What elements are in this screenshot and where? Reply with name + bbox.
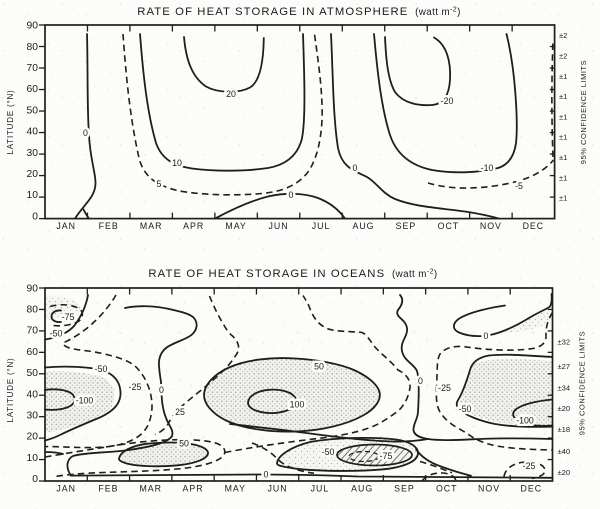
svg-text:±1: ±1 xyxy=(559,92,567,101)
svg-text:SEP: SEP xyxy=(394,484,415,494)
svg-text:SEP: SEP xyxy=(396,221,417,231)
svg-text:-10: -10 xyxy=(481,163,494,173)
svg-text:0: 0 xyxy=(264,470,269,480)
svg-text:-25: -25 xyxy=(523,461,536,471)
svg-text:60: 60 xyxy=(27,347,39,358)
svg-text:20: 20 xyxy=(27,432,39,443)
svg-text:0: 0 xyxy=(32,474,38,485)
svg-text:APR: APR xyxy=(182,484,203,494)
svg-text:MAR: MAR xyxy=(140,221,163,231)
svg-text:AUG: AUG xyxy=(352,221,374,231)
svg-text:±32: ±32 xyxy=(558,338,571,347)
svg-text:RATE OF HEAT STORAGE IN OCEANS: RATE OF HEAT STORAGE IN OCEANS (watt m-2… xyxy=(148,268,437,280)
svg-text:80: 80 xyxy=(27,305,39,316)
svg-text:MAR: MAR xyxy=(139,484,162,494)
svg-text:RATE OF HEAT STORAGE IN ATMOSP: RATE OF HEAT STORAGE IN ATMOSPHERE (watt… xyxy=(137,6,461,18)
svg-text:JAN: JAN xyxy=(56,221,76,231)
svg-text:OCT: OCT xyxy=(438,221,460,231)
svg-text:-20: -20 xyxy=(441,96,454,106)
svg-text:70: 70 xyxy=(27,326,39,337)
svg-text:±2: ±2 xyxy=(559,31,567,40)
svg-text:50: 50 xyxy=(27,368,39,379)
svg-text:-75: -75 xyxy=(62,312,75,322)
svg-text:5: 5 xyxy=(157,179,162,189)
svg-text:±18: ±18 xyxy=(558,425,571,434)
svg-text:90: 90 xyxy=(27,283,39,294)
svg-text:30: 30 xyxy=(27,148,39,159)
svg-text:±20: ±20 xyxy=(558,468,571,477)
svg-text:-25: -25 xyxy=(129,382,142,392)
svg-text:50: 50 xyxy=(179,439,189,449)
svg-text:0: 0 xyxy=(484,331,489,341)
svg-text:-50: -50 xyxy=(322,447,335,457)
svg-text:DEC: DEC xyxy=(523,221,545,231)
svg-text:80: 80 xyxy=(27,42,39,53)
svg-text:-25: -25 xyxy=(438,383,451,393)
svg-text:95% CONFIDENCE LIMITS: 95% CONFIDENCE LIMITS xyxy=(578,331,587,435)
svg-text:LATITUDE (°N): LATITUDE (°N) xyxy=(6,89,15,154)
svg-text:50: 50 xyxy=(27,105,39,116)
svg-text:±1: ±1 xyxy=(559,173,567,182)
svg-text:0: 0 xyxy=(32,211,38,222)
svg-text:±20: ±20 xyxy=(558,404,571,413)
svg-text:FEB: FEB xyxy=(99,221,119,231)
svg-text:0: 0 xyxy=(289,190,294,200)
svg-text:90: 90 xyxy=(27,21,39,32)
svg-text:-5: -5 xyxy=(515,181,523,191)
svg-text:-50: -50 xyxy=(95,364,108,374)
svg-text:40: 40 xyxy=(27,389,39,400)
svg-text:0: 0 xyxy=(418,376,423,386)
svg-text:30: 30 xyxy=(27,411,39,422)
svg-text:JAN: JAN xyxy=(56,484,76,494)
svg-text:95% CONFIDENCE LIMITS: 95% CONFIDENCE LIMITS xyxy=(579,60,588,164)
svg-text:MAY: MAY xyxy=(225,484,246,494)
svg-text:10: 10 xyxy=(172,158,182,168)
svg-text:0: 0 xyxy=(83,128,88,138)
svg-text:NOV: NOV xyxy=(480,221,502,231)
svg-text:MAY: MAY xyxy=(225,221,246,231)
svg-text:APR: APR xyxy=(183,221,204,231)
svg-text:OCT: OCT xyxy=(436,484,458,494)
svg-text:±1: ±1 xyxy=(559,72,567,81)
svg-text:70: 70 xyxy=(27,63,39,74)
svg-text:±1: ±1 xyxy=(559,133,567,142)
svg-text:60: 60 xyxy=(27,84,39,95)
svg-text:±1: ±1 xyxy=(559,194,567,203)
svg-text:20: 20 xyxy=(27,169,39,180)
svg-text:100: 100 xyxy=(290,400,305,410)
svg-text:FEB: FEB xyxy=(98,484,118,494)
svg-text:25: 25 xyxy=(175,407,185,417)
svg-text:DEC: DEC xyxy=(521,484,543,494)
svg-text:0: 0 xyxy=(353,163,358,173)
svg-text:NOV: NOV xyxy=(478,484,500,494)
svg-text:50: 50 xyxy=(314,362,324,372)
svg-text:±34: ±34 xyxy=(558,384,571,393)
svg-text:20: 20 xyxy=(226,89,236,99)
svg-text:0: 0 xyxy=(159,385,164,395)
svg-text:-75: -75 xyxy=(380,451,393,461)
svg-text:10: 10 xyxy=(27,190,39,201)
svg-text:-50: -50 xyxy=(459,404,472,414)
svg-text:±2: ±2 xyxy=(559,52,567,61)
svg-text:-50: -50 xyxy=(50,329,63,339)
svg-text:-100: -100 xyxy=(516,416,534,426)
svg-text:±1: ±1 xyxy=(559,153,567,162)
svg-text:40: 40 xyxy=(27,127,39,138)
svg-text:JUN: JUN xyxy=(269,221,289,231)
svg-text:JUL: JUL xyxy=(312,221,331,231)
svg-text:-100: -100 xyxy=(76,396,94,406)
svg-text:±40: ±40 xyxy=(558,447,571,456)
svg-text:±27: ±27 xyxy=(558,362,571,371)
svg-text:AUG: AUG xyxy=(351,484,373,494)
svg-text:JUL: JUL xyxy=(311,484,330,494)
svg-text:JUN: JUN xyxy=(268,484,288,494)
svg-text:±1: ±1 xyxy=(559,112,567,121)
svg-text:LATITUDE (°N): LATITUDE (°N) xyxy=(6,357,15,422)
svg-text:10: 10 xyxy=(27,453,39,464)
